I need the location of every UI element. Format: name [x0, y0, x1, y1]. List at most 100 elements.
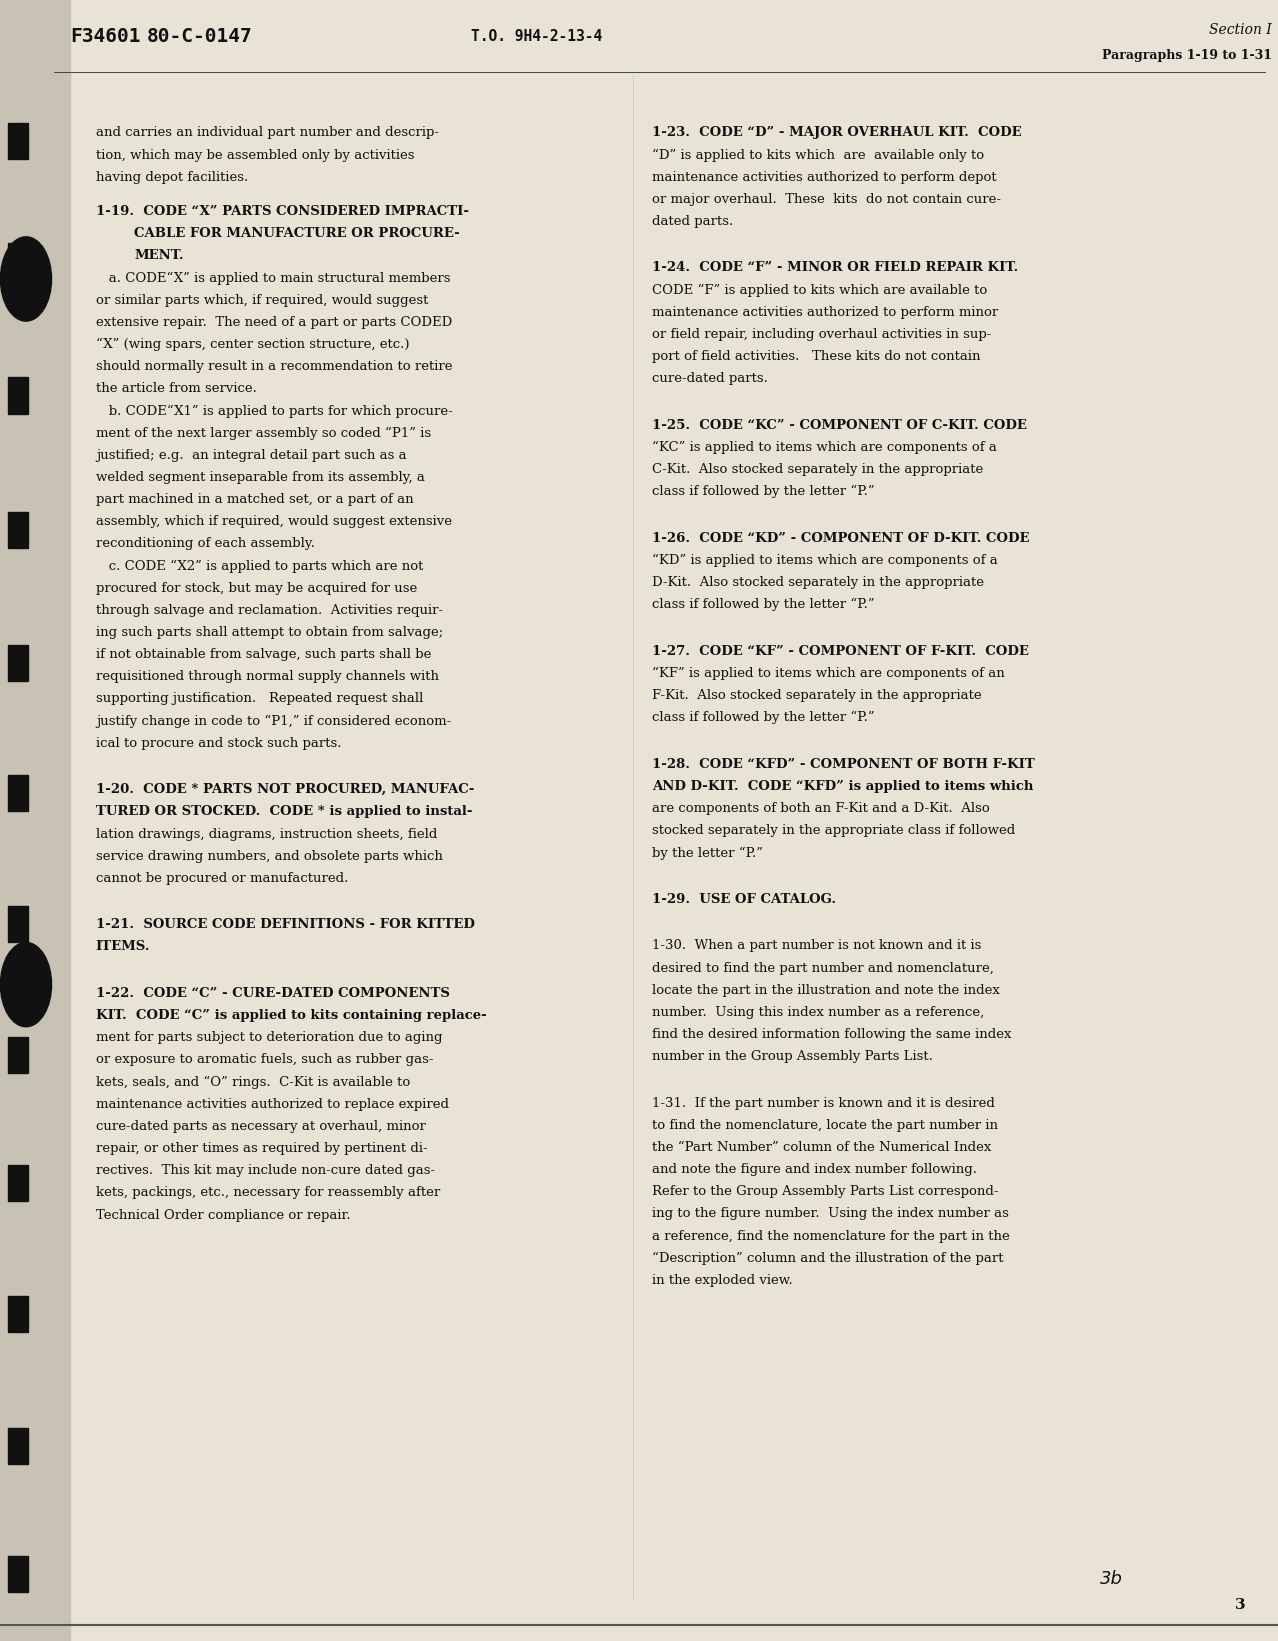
- Text: ment of the next larger assembly so coded “P1” is: ment of the next larger assembly so code…: [96, 427, 431, 440]
- Text: “X” (wing spars, center section structure, etc.): “X” (wing spars, center section structur…: [96, 338, 409, 351]
- Text: number in the Group Assembly Parts List.: number in the Group Assembly Parts List.: [652, 1050, 933, 1063]
- Bar: [8, 1296, 28, 1332]
- Text: 1-22.  CODE “C” - CURE-DATED COMPONENTS: 1-22. CODE “C” - CURE-DATED COMPONENTS: [96, 986, 450, 999]
- Text: if not obtainable from salvage, such parts shall be: if not obtainable from salvage, such par…: [96, 648, 431, 661]
- Bar: [8, 512, 28, 548]
- Text: F-Kit.  Also stocked separately in the appropriate: F-Kit. Also stocked separately in the ap…: [652, 689, 982, 702]
- Text: c. CODE “X2” is applied to parts which are not: c. CODE “X2” is applied to parts which a…: [96, 560, 423, 573]
- Text: the article from service.: the article from service.: [96, 382, 257, 395]
- Bar: [8, 1037, 28, 1073]
- Text: or field repair, including overhaul activities in sup-: or field repair, including overhaul acti…: [652, 328, 992, 341]
- Text: requisitioned through normal supply channels with: requisitioned through normal supply chan…: [96, 670, 438, 683]
- Bar: [0, 0, 70, 1641]
- Text: ical to procure and stock such parts.: ical to procure and stock such parts.: [96, 737, 341, 750]
- Text: justified; e.g.  an integral detail part such as a: justified; e.g. an integral detail part …: [96, 448, 406, 461]
- Text: lation drawings, diagrams, instruction sheets, field: lation drawings, diagrams, instruction s…: [96, 827, 437, 840]
- Text: find the desired information following the same index: find the desired information following t…: [652, 1027, 1011, 1040]
- Text: 3: 3: [1236, 1598, 1246, 1611]
- Text: 1-25.  CODE “KC” - COMPONENT OF C-KIT. CODE: 1-25. CODE “KC” - COMPONENT OF C-KIT. CO…: [652, 418, 1026, 432]
- Text: stocked separately in the appropriate class if followed: stocked separately in the appropriate cl…: [652, 824, 1015, 837]
- Text: C-Kit.  Also stocked separately in the appropriate: C-Kit. Also stocked separately in the ap…: [652, 463, 983, 476]
- Text: Technical Order compliance or repair.: Technical Order compliance or repair.: [96, 1208, 350, 1221]
- Text: a. CODE“X” is applied to main structural members: a. CODE“X” is applied to main structural…: [96, 271, 450, 284]
- Text: 1-26.  CODE “KD” - COMPONENT OF D-KIT. CODE: 1-26. CODE “KD” - COMPONENT OF D-KIT. CO…: [652, 532, 1029, 545]
- Text: 1-28.  CODE “KFD” - COMPONENT OF BOTH F-KIT: 1-28. CODE “KFD” - COMPONENT OF BOTH F-K…: [652, 758, 1034, 771]
- Bar: [8, 1556, 28, 1592]
- Text: reconditioning of each assembly.: reconditioning of each assembly.: [96, 537, 314, 550]
- Text: class if followed by the letter “P.”: class if followed by the letter “P.”: [652, 486, 874, 499]
- Text: are components of both an F-Kit and a D-Kit.  Also: are components of both an F-Kit and a D-…: [652, 802, 989, 816]
- Text: procured for stock, but may be acquired for use: procured for stock, but may be acquired …: [96, 581, 417, 594]
- Text: 3b: 3b: [1100, 1570, 1123, 1587]
- Text: desired to find the part number and nomenclature,: desired to find the part number and nome…: [652, 962, 994, 975]
- Ellipse shape: [0, 236, 51, 322]
- Text: Section I: Section I: [1209, 23, 1272, 36]
- Text: class if followed by the letter “P.”: class if followed by the letter “P.”: [652, 599, 874, 612]
- Text: ing to the figure number.  Using the index number as: ing to the figure number. Using the inde…: [652, 1208, 1008, 1221]
- Text: 1-19.  CODE “X” PARTS CONSIDERED IMPRACTI-: 1-19. CODE “X” PARTS CONSIDERED IMPRACTI…: [96, 205, 469, 218]
- Text: CODE “F” is applied to kits which are available to: CODE “F” is applied to kits which are av…: [652, 284, 987, 297]
- Text: rectives.  This kit may include non-cure dated gas-: rectives. This kit may include non-cure …: [96, 1163, 435, 1177]
- Text: maintenance activities authorized to perform minor: maintenance activities authorized to per…: [652, 305, 998, 318]
- Text: “D” is applied to kits which  are  available only to: “D” is applied to kits which are availab…: [652, 149, 984, 162]
- Bar: [8, 1428, 28, 1464]
- Text: “Description” column and the illustration of the part: “Description” column and the illustratio…: [652, 1252, 1003, 1265]
- Bar: [8, 775, 28, 811]
- Text: F34601: F34601: [70, 26, 141, 46]
- Text: should normally result in a recommendation to retire: should normally result in a recommendati…: [96, 359, 452, 373]
- Text: supporting justification.   Repeated request shall: supporting justification. Repeated reque…: [96, 693, 423, 706]
- Text: TURED OR STOCKED.  CODE * is applied to instal-: TURED OR STOCKED. CODE * is applied to i…: [96, 806, 473, 819]
- Text: maintenance activities authorized to perform depot: maintenance activities authorized to per…: [652, 171, 997, 184]
- Text: a reference, find the nomenclature for the part in the: a reference, find the nomenclature for t…: [652, 1229, 1010, 1242]
- Text: tion, which may be assembled only by activities: tion, which may be assembled only by act…: [96, 149, 414, 161]
- Text: 1-20.  CODE * PARTS NOT PROCURED, MANUFAC-: 1-20. CODE * PARTS NOT PROCURED, MANUFAC…: [96, 783, 474, 796]
- Text: ment for parts subject to deterioration due to aging: ment for parts subject to deterioration …: [96, 1031, 442, 1044]
- Text: “KF” is applied to items which are components of an: “KF” is applied to items which are compo…: [652, 666, 1005, 679]
- Text: Refer to the Group Assembly Parts List correspond-: Refer to the Group Assembly Parts List c…: [652, 1185, 998, 1198]
- Text: ITEMS.: ITEMS.: [96, 940, 151, 953]
- Text: justify change in code to “P1,” if considered econom-: justify change in code to “P1,” if consi…: [96, 714, 451, 727]
- Text: dated parts.: dated parts.: [652, 215, 734, 228]
- Text: port of field activities.   These kits do not contain: port of field activities. These kits do …: [652, 350, 980, 363]
- Text: cure-dated parts.: cure-dated parts.: [652, 373, 768, 386]
- Text: in the exploded view.: in the exploded view.: [652, 1273, 792, 1287]
- Text: ing such parts shall attempt to obtain from salvage;: ing such parts shall attempt to obtain f…: [96, 625, 443, 638]
- Ellipse shape: [0, 942, 51, 1027]
- Text: the “Part Number” column of the Numerical Index: the “Part Number” column of the Numerica…: [652, 1140, 992, 1154]
- Text: KIT.  CODE “C” is applied to kits containing replace-: KIT. CODE “C” is applied to kits contain…: [96, 1009, 487, 1022]
- Bar: [8, 645, 28, 681]
- Bar: [8, 123, 28, 159]
- Text: extensive repair.  The need of a part or parts CODED: extensive repair. The need of a part or …: [96, 315, 452, 328]
- Text: 1-21.  SOURCE CODE DEFINITIONS - FOR KITTED: 1-21. SOURCE CODE DEFINITIONS - FOR KITT…: [96, 919, 474, 932]
- Bar: [8, 906, 28, 942]
- Text: or major overhaul.  These  kits  do not contain cure-: or major overhaul. These kits do not con…: [652, 194, 1001, 205]
- Text: through salvage and reclamation.  Activities requir-: through salvage and reclamation. Activit…: [96, 604, 443, 617]
- Text: 1-23.  CODE “D” - MAJOR OVERHAUL KIT.  CODE: 1-23. CODE “D” - MAJOR OVERHAUL KIT. COD…: [652, 126, 1021, 139]
- Bar: [8, 1165, 28, 1201]
- Text: by the letter “P.”: by the letter “P.”: [652, 847, 763, 860]
- Text: 1-29.  USE OF CATALOG.: 1-29. USE OF CATALOG.: [652, 893, 836, 906]
- Text: class if followed by the letter “P.”: class if followed by the letter “P.”: [652, 711, 874, 724]
- Text: AND D-KIT.  CODE “KFD” is applied to items which: AND D-KIT. CODE “KFD” is applied to item…: [652, 779, 1033, 793]
- Text: welded segment inseparable from its assembly, a: welded segment inseparable from its asse…: [96, 471, 424, 484]
- Text: T.O. 9H4-2-13-4: T.O. 9H4-2-13-4: [472, 28, 602, 44]
- Text: MENT.: MENT.: [134, 249, 184, 263]
- Text: CABLE FOR MANUFACTURE OR PROCURE-: CABLE FOR MANUFACTURE OR PROCURE-: [134, 226, 460, 240]
- Text: and note the figure and index number following.: and note the figure and index number fol…: [652, 1163, 976, 1177]
- Text: maintenance activities authorized to replace expired: maintenance activities authorized to rep…: [96, 1098, 449, 1111]
- Text: Paragraphs 1-19 to 1-31: Paragraphs 1-19 to 1-31: [1102, 49, 1272, 62]
- Text: b. CODE“X1” is applied to parts for which procure-: b. CODE“X1” is applied to parts for whic…: [96, 404, 452, 417]
- Text: kets, packings, etc., necessary for reassembly after: kets, packings, etc., necessary for reas…: [96, 1186, 440, 1200]
- Text: “KD” is applied to items which are components of a: “KD” is applied to items which are compo…: [652, 555, 998, 568]
- Text: D-Kit.  Also stocked separately in the appropriate: D-Kit. Also stocked separately in the ap…: [652, 576, 984, 589]
- Text: kets, seals, and “O” rings.  C-Kit is available to: kets, seals, and “O” rings. C-Kit is ava…: [96, 1075, 410, 1090]
- Text: “KC” is applied to items which are components of a: “KC” is applied to items which are compo…: [652, 441, 997, 455]
- Text: cannot be procured or manufactured.: cannot be procured or manufactured.: [96, 871, 348, 884]
- Text: number.  Using this index number as a reference,: number. Using this index number as a ref…: [652, 1006, 984, 1019]
- Text: service drawing numbers, and obsolete parts which: service drawing numbers, and obsolete pa…: [96, 850, 442, 863]
- Text: to find the nomenclature, locate the part number in: to find the nomenclature, locate the par…: [652, 1119, 998, 1132]
- Text: 80-C-0147: 80-C-0147: [147, 26, 253, 46]
- Bar: [8, 377, 28, 414]
- Text: 1-27.  CODE “KF” - COMPONENT OF F-KIT.  CODE: 1-27. CODE “KF” - COMPONENT OF F-KIT. CO…: [652, 645, 1029, 658]
- Text: 1-31.  If the part number is known and it is desired: 1-31. If the part number is known and it…: [652, 1096, 994, 1109]
